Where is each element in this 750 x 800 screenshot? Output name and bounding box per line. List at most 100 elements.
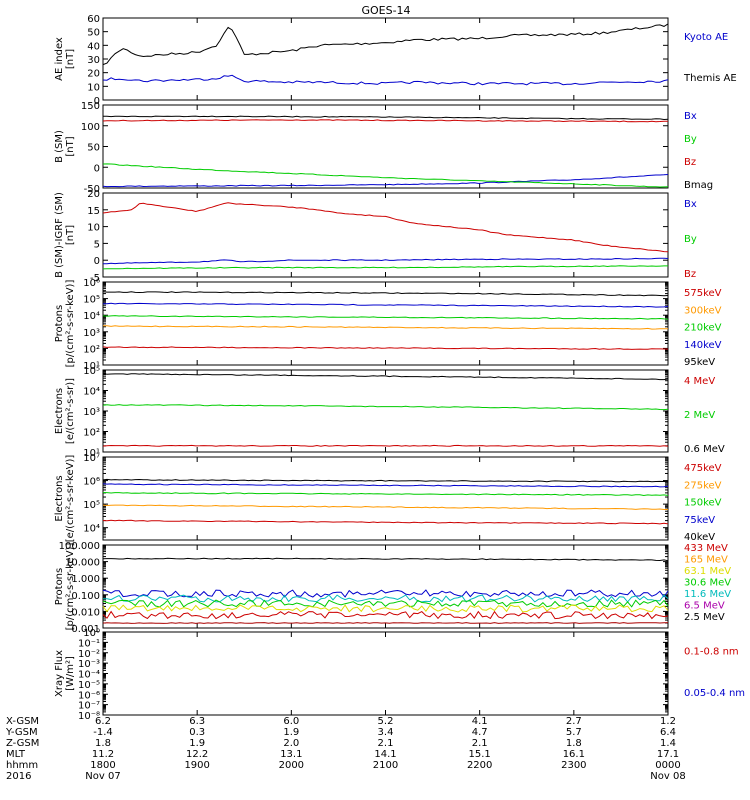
y-axis-label: [p/(cm²-s-sr-keV)] (65, 543, 76, 631)
panel-frame (102, 192, 669, 278)
y-tick-label: 10⁻⁴ (78, 670, 100, 681)
panel-3: -5 0 5 10 15 20 B (SM)-IGRF (SM) [nT] Bx By Bz (54, 189, 697, 284)
table-cell: 1.9 (283, 727, 299, 738)
table-cell: 0000 (655, 760, 680, 771)
table-cell: 2.0 (283, 738, 299, 749)
table-cell: 1.2 (660, 716, 676, 727)
y-tick-label: 10⁴ (83, 387, 100, 398)
y-tick-label: 10¹ (83, 361, 100, 372)
table-cell: -1.4 (93, 727, 113, 738)
legend-label: Themis AE (683, 73, 737, 84)
y-tick-label: 5 (94, 239, 100, 250)
legend-label: 11.6 MeV (684, 589, 731, 600)
series-line-40kev (102, 519, 669, 525)
table-cell: 3.4 (378, 727, 394, 738)
series-line-433-mev (102, 557, 669, 562)
legend-label: 165 MeV (684, 555, 728, 566)
legend-label: 0.6 MeV (684, 444, 725, 455)
y-axis-label: [nT] (65, 49, 76, 69)
legend-label: 210keV (684, 323, 722, 334)
table-cell: 2000 (279, 760, 304, 771)
y-tick-label: 10² (83, 428, 100, 439)
legend-label: Bx (684, 111, 697, 122)
y-tick-label: 100 (81, 122, 100, 133)
y-tick-label: 1.000 (71, 574, 100, 585)
table-cell: 1.8 (95, 738, 111, 749)
y-tick-label: 10⁻⁶ (78, 690, 100, 701)
y-axis-label: Xray Flux (54, 650, 65, 697)
y-tick-label: 10⁻¹ (78, 638, 100, 649)
table-cell: 6.0 (283, 716, 299, 727)
series-line-140kev (103, 325, 668, 330)
y-axis-label: [nT] (65, 225, 76, 245)
legend-label: 2 MeV (684, 410, 715, 421)
y-tick-label: 0.010 (71, 607, 100, 618)
table-cell: 6.3 (189, 716, 205, 727)
table-row-label: Y-GSM (5, 727, 38, 738)
series-line-bmag (102, 115, 669, 121)
series-line-275kev (102, 483, 669, 488)
y-tick-label: 10⁻⁷ (78, 701, 100, 712)
panel-5: 10¹ 10² 10³ 10⁴ 10⁵ Electrons [e/(cm²-s-sr)] 4 … (54, 366, 725, 459)
series-line-95kev (102, 346, 669, 350)
legend-label: 2.5 MeV (684, 612, 725, 623)
table-cell: 14.1 (374, 749, 396, 760)
series-line-6-5-mev (102, 610, 669, 620)
y-tick-label: 10⁻² (78, 649, 100, 660)
table-cell: 1.9 (189, 738, 205, 749)
table-cell: 5.7 (566, 727, 582, 738)
legend-label: 140keV (684, 340, 722, 351)
legend-label: 433 MeV (684, 543, 728, 554)
y-tick-label: 10⁻⁸ (78, 711, 100, 722)
y-tick-label: 0.001 (71, 624, 100, 635)
table-row-label: Z-GSM (6, 738, 39, 749)
series-line-300kev (103, 302, 669, 308)
y-tick-label: 60 (87, 14, 100, 25)
legend-label: 275keV (684, 480, 722, 491)
table-cell: 17.1 (657, 749, 679, 760)
legend-label: Bz (684, 157, 696, 168)
legend-label: Kyoto AE (684, 32, 728, 43)
panel-frame (102, 17, 669, 101)
table-cell: 11.2 (92, 749, 114, 760)
legend-label: 575keV (684, 288, 722, 299)
y-tick-label: 50 (87, 143, 100, 154)
legend-label: 0.05-0.4 nm (684, 688, 745, 699)
y-axis-label: [p/(cm²-s-sr-keV)] (65, 280, 76, 368)
y-axis-label: Protons (54, 305, 65, 342)
series-line-bx (102, 257, 669, 265)
y-tick-label: 100.000 (59, 541, 100, 552)
table-cell: 5.2 (378, 716, 394, 727)
panel-6: 10⁴ 10⁵ 10⁶ 10⁷ Electrons [e/(cm²-s-sr-keV)] 4… (54, 453, 722, 543)
y-tick-label: 10 (87, 82, 100, 93)
y-axis-label: [e/(cm²-s-sr)] (65, 378, 76, 444)
series-line-bx (102, 174, 669, 188)
table-cell: 1.8 (566, 738, 582, 749)
legend-label: 475keV (684, 463, 722, 474)
series-line-30-6-mev (102, 599, 669, 608)
table-row-label: hhmm (6, 760, 38, 771)
series-line-kyoto-ae (102, 23, 669, 66)
panel-frame (102, 456, 669, 541)
series-line-165-mev (102, 589, 669, 598)
table-cell: 2200 (467, 760, 492, 771)
table-cell: 1900 (184, 760, 209, 771)
legend-label: By (684, 134, 697, 145)
legend-label: 0.1-0.8 nm (684, 646, 739, 657)
y-axis-label: [e/(cm²-s-sr-keV)] (65, 455, 76, 543)
y-tick-label: 30 (87, 55, 100, 66)
legend-label: 63.1 MeV (684, 566, 731, 577)
panel-frame (102, 369, 669, 453)
table-cell: 15.1 (469, 749, 491, 760)
y-tick-label: 10⁶ (83, 477, 100, 488)
series-line-575kev (102, 291, 669, 297)
y-tick-label: 10⁴ (83, 311, 100, 322)
y-axis-label: Electrons (54, 388, 65, 434)
panel-7: 0.001 0.010 0.100 1.000 10.000 100.000 Protons… (54, 541, 731, 635)
y-tick-label: 20 (87, 189, 100, 200)
table-cell: 16.1 (563, 749, 585, 760)
y-tick-label: 15 (87, 206, 100, 217)
series-line-2-mev (102, 404, 669, 411)
